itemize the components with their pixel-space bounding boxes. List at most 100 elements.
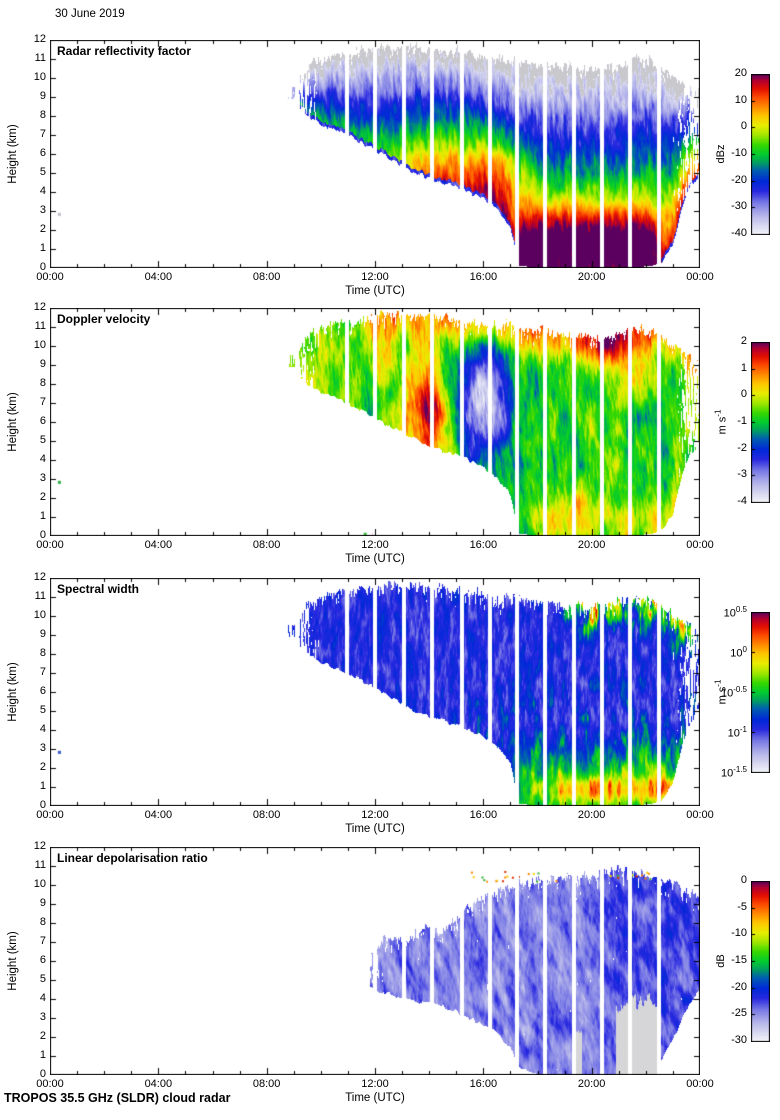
y-tick-label: 8 [39, 377, 46, 389]
y-tick-label: 7 [39, 666, 46, 678]
colorbar-unit-label: m s-1 [713, 679, 729, 705]
colorbar-tick-label: 0 [740, 120, 747, 133]
y-tick-label: 6 [39, 415, 46, 427]
colorbar-tick-label: 2 [740, 335, 747, 347]
colorbar-canvas [751, 612, 770, 773]
x-tick-label: 20:00 [577, 809, 606, 821]
colorbar-tick-label: 0 [740, 874, 747, 886]
colorbar-tick-label: -30 [731, 200, 747, 213]
panel-title: Radar reflectivity factor [57, 44, 192, 58]
x-axis-label: Time (UTC) [345, 823, 405, 835]
y-tick-label: 0 [39, 799, 46, 811]
x-tick-label: 00:00 [36, 271, 64, 283]
colorbar-tick-label: -5 [737, 900, 747, 913]
colorbar-tick-label: 10 [734, 93, 747, 106]
y-tick-label: 0 [39, 529, 46, 541]
y-tick-label: 1 [39, 510, 46, 522]
y-tick-label: 10 [33, 339, 46, 351]
x-tick-label: 16:00 [469, 271, 498, 283]
y-tick-label: 11 [34, 320, 46, 332]
y-tick-label: 2 [39, 491, 46, 503]
reflectivity-heatmap-canvas [50, 40, 700, 268]
colorbar-tick-label: 10-1.5 [720, 765, 747, 780]
y-tick-label: 8 [39, 916, 46, 928]
colorbar-tick-label: -1 [737, 415, 747, 427]
y-tick-label: 10 [33, 878, 46, 890]
x-tick-label: 08:00 [252, 809, 281, 821]
y-tick-label: 3 [39, 1011, 46, 1023]
x-tick-label: 20:00 [577, 1078, 606, 1090]
colorbar-tick-label: 20 [734, 67, 747, 79]
x-tick-label: 04:00 [144, 809, 173, 821]
y-tick-label: 7 [39, 935, 46, 947]
x-tick-label: 00:00 [36, 539, 64, 551]
y-tick-label: 10 [33, 71, 46, 83]
colorbar-tick-label: -30 [731, 1034, 747, 1046]
y-tick-label: 4 [39, 723, 46, 735]
colorbar-tick-label: 10-0.5 [720, 685, 747, 700]
x-tick-label: 20:00 [577, 271, 606, 283]
x-tick-label: 12:00 [361, 271, 389, 283]
y-tick-label: 7 [39, 128, 46, 140]
x-tick-label: 08:00 [252, 271, 281, 283]
y-tick-label: 5 [39, 704, 46, 716]
y-tick-label: 5 [39, 973, 46, 985]
colorbar-tick-label: 0 [740, 388, 747, 401]
x-axis-label: Time (UTC) [345, 553, 405, 565]
y-tick-label: 9 [39, 897, 46, 909]
x-tick-label: 00:00 [36, 1078, 64, 1090]
colorbar-tick-label: -25 [731, 1007, 747, 1020]
colorbar-tick-label: -10 [731, 927, 747, 940]
x-tick-label: 04:00 [144, 271, 173, 283]
colorbar-canvas [751, 342, 770, 503]
y-tick-label: 11 [34, 859, 46, 871]
y-tick-label: 3 [39, 472, 46, 484]
y-tick-label: 10 [33, 609, 46, 621]
y-tick-label: 9 [39, 628, 46, 640]
colorbar-tick-label: -10 [731, 147, 747, 159]
x-tick-label: 00:00 [686, 539, 714, 551]
panel-linear-depolarisation-ratio: Height (km) 0 1 2 3 4 5 6 7 8 9 10 11 12 Linear depo… [0, 840, 780, 1115]
x-axis-label: Time (UTC) [345, 285, 405, 297]
x-tick-label: 16:00 [469, 1078, 498, 1090]
date-title: 30 June 2019 [55, 8, 125, 20]
panel-title: Spectral width [57, 582, 140, 596]
y-tick-label: 1 [39, 242, 46, 254]
y-tick-label: 12 [33, 301, 46, 313]
y-tick-label: 6 [39, 954, 46, 966]
y-tick-label: 0 [39, 261, 46, 273]
x-tick-label: 16:00 [469, 809, 498, 821]
colorbar-tick-label: -20 [731, 980, 747, 993]
colorbar-unit-label: dBz [715, 144, 727, 164]
y-tick-label: 2 [39, 761, 46, 773]
colorbar-tick-label: -2 [737, 441, 747, 454]
panel-doppler-velocity: Height (km) 0 1 2 3 4 5 6 7 8 9 10 11 12 Doppler vel… [0, 301, 780, 576]
y-tick-label: 2 [39, 1030, 46, 1042]
y-tick-label: 9 [39, 358, 46, 370]
y-tick-label: 1 [39, 780, 46, 792]
x-tick-label: 12:00 [361, 809, 389, 821]
panel-title: Doppler velocity [57, 312, 151, 326]
velocity-heatmap-canvas [50, 308, 700, 536]
panel-title: Linear depolarisation ratio [57, 851, 208, 865]
y-tick-label: 3 [39, 742, 46, 754]
colorbar-unit-label: m s-1 [713, 409, 729, 435]
y-tick-label: 6 [39, 147, 46, 159]
y-tick-label: 12 [33, 840, 46, 852]
panel-radar-reflectivity: Height (km) 0 1 2 3 4 5 6 7 8 9 10 11 12 Radar refle… [0, 33, 780, 308]
colorbar-tick-label: -3 [737, 468, 747, 481]
x-tick-label: 12:00 [361, 539, 389, 551]
y-tick-label: 11 [34, 52, 46, 64]
x-tick-label: 00:00 [36, 809, 64, 821]
x-tick-label: 00:00 [686, 1078, 714, 1090]
y-tick-label: 3 [39, 204, 46, 216]
x-tick-label: 16:00 [469, 539, 498, 551]
y-tick-label: 6 [39, 685, 46, 697]
y-tick-label: 4 [39, 453, 46, 465]
spectral-width-heatmap-canvas [50, 578, 700, 806]
y-tick-label: 4 [39, 992, 46, 1004]
colorbar-tick-label: 10-1 [727, 725, 747, 740]
y-tick-label: 2 [39, 223, 46, 235]
colorbar-tick-label: -40 [731, 227, 747, 239]
